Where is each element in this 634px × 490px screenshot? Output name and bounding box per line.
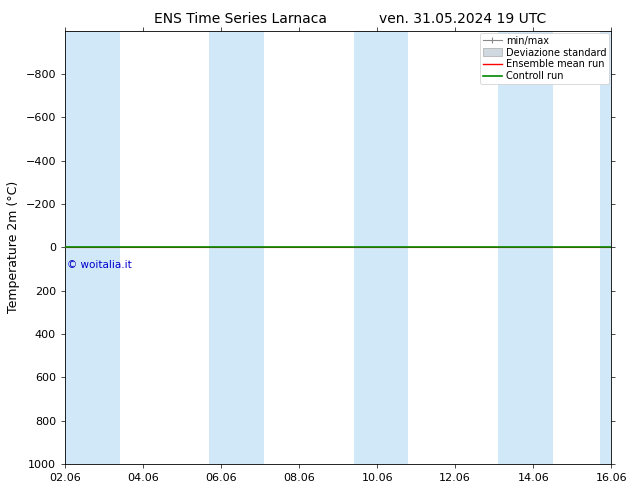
Bar xyxy=(209,31,264,464)
Text: ENS Time Series Larnaca: ENS Time Series Larnaca xyxy=(155,12,327,26)
Bar xyxy=(65,31,120,464)
Text: ven. 31.05.2024 19 UTC: ven. 31.05.2024 19 UTC xyxy=(379,12,547,26)
Y-axis label: Temperature 2m (°C): Temperature 2m (°C) xyxy=(7,181,20,314)
Bar xyxy=(600,31,611,464)
Bar xyxy=(498,31,553,464)
Legend: min/max, Deviazione standard, Ensemble mean run, Controll run: min/max, Deviazione standard, Ensemble m… xyxy=(480,33,609,84)
Text: © woitalia.it: © woitalia.it xyxy=(67,260,132,270)
Bar xyxy=(354,31,408,464)
